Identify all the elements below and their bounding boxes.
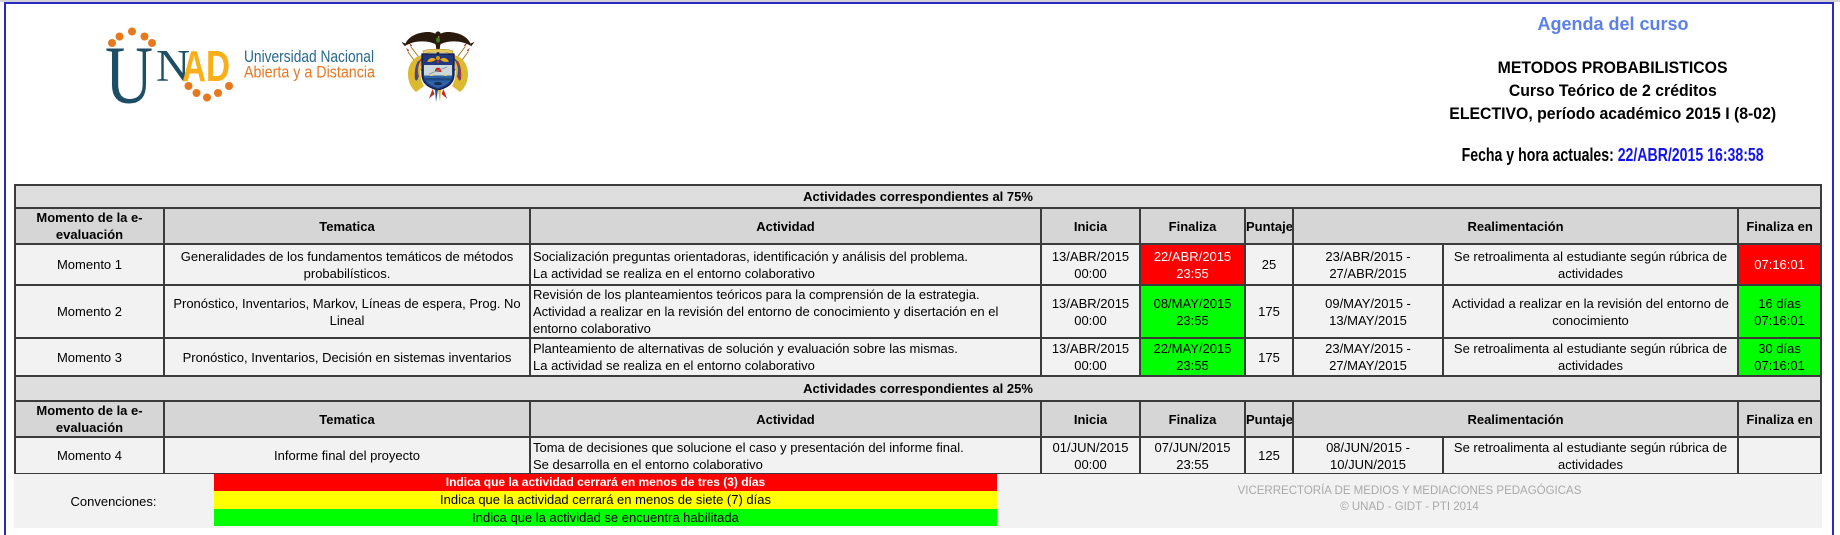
svg-text:Universidad Nacional: Universidad Nacional [244,47,374,66]
svg-text:Abierta y a Distancia: Abierta y a Distancia [244,63,375,82]
svg-text:U: U [105,29,153,121]
svg-text:N: N [156,41,190,91]
svg-text:AD: AD [182,42,230,91]
